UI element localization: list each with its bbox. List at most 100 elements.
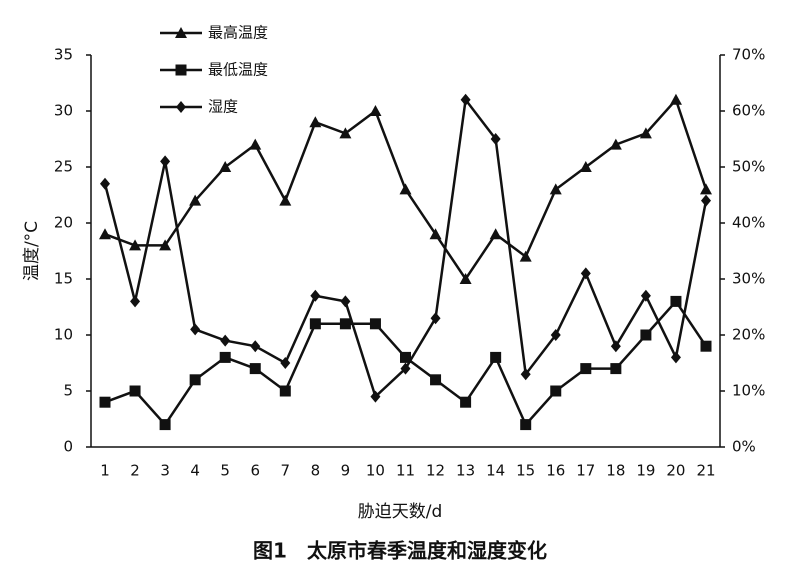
data-point: [610, 363, 622, 375]
x-tick-label: 17: [576, 462, 595, 480]
y-tick-label: 10: [54, 326, 73, 344]
data-point: [99, 396, 111, 408]
data-point: [700, 340, 712, 352]
data-point: [490, 351, 502, 363]
x-tick-label: 19: [636, 462, 655, 480]
data-point: [400, 351, 411, 363]
x-tick-label: 9: [341, 462, 351, 480]
data-point: [430, 374, 442, 386]
y-tick-label: 30: [54, 102, 73, 120]
y-tick-label: 15: [54, 270, 73, 288]
data-point: [609, 138, 622, 150]
y-tick-label: 35: [54, 46, 73, 64]
data-point: [369, 105, 382, 116]
y-tick-label: 25: [54, 158, 73, 176]
x-tick-label: 5: [220, 462, 230, 480]
data-point: [219, 161, 232, 172]
data-point: [100, 177, 110, 190]
legend-label: 湿度: [208, 98, 238, 116]
data-point: [189, 374, 201, 386]
data-point: [370, 390, 381, 403]
x-tick-label: 12: [426, 462, 445, 480]
legend-marker: [175, 27, 187, 38]
legend-label: 最低温度: [208, 61, 268, 79]
data-point: [99, 228, 111, 240]
data-point: [130, 295, 141, 308]
data-point: [129, 239, 142, 251]
x-tick-label: 1: [100, 462, 110, 480]
data-point: [339, 318, 351, 330]
data-point: [519, 250, 532, 262]
data-point: [670, 351, 681, 364]
chart-title: 图1 太原市春季温度和湿度变化: [253, 539, 547, 563]
x-tick-label: 6: [250, 462, 260, 480]
data-point: [339, 127, 352, 139]
data-point: [430, 312, 441, 325]
data-point: [549, 183, 562, 195]
legend-label: 最高温度: [208, 24, 268, 42]
data-point: [640, 289, 651, 302]
y2-tick-label: 30%: [732, 270, 765, 288]
data-point: [279, 194, 292, 206]
y2-tick-label: 0%: [732, 438, 756, 456]
x-tick-label: 3: [160, 462, 170, 480]
data-point: [279, 385, 291, 397]
data-point: [190, 323, 201, 336]
x-tick-label: 21: [696, 462, 715, 480]
data-point: [220, 334, 231, 347]
data-point: [309, 116, 322, 128]
x-tick-label: 15: [516, 462, 535, 480]
x-tick-label: 14: [486, 462, 505, 480]
data-point: [459, 273, 472, 284]
data-point: [490, 133, 501, 145]
x-tick-label: 10: [366, 462, 385, 480]
x-tick-label: 16: [546, 462, 565, 480]
x-tick-label: 18: [606, 462, 625, 480]
data-point: [249, 363, 261, 375]
y2-tick-label: 60%: [732, 102, 765, 120]
data-point: [249, 138, 262, 150]
data-point: [669, 93, 682, 105]
data-point: [670, 295, 682, 307]
data-point: [429, 228, 442, 240]
data-point: [400, 362, 411, 375]
x-tick-label: 11: [396, 462, 415, 480]
data-point: [310, 289, 321, 302]
data-point: [219, 351, 231, 363]
x-tick-label: 2: [130, 462, 140, 480]
y-tick-label: 0: [63, 438, 73, 456]
y-tick-label: 5: [63, 382, 73, 400]
data-point: [159, 239, 172, 251]
x-tick-label: 20: [666, 462, 685, 480]
data-point: [250, 340, 261, 353]
data-point: [460, 396, 472, 408]
data-point: [520, 419, 532, 431]
y2-tick-label: 50%: [732, 158, 765, 176]
legend-marker: [175, 64, 187, 76]
data-point: [309, 318, 321, 330]
data-point: [550, 329, 561, 341]
data-point: [399, 183, 412, 195]
data-point: [340, 295, 351, 308]
x-tick-label: 4: [190, 462, 200, 480]
x-tick-label: 8: [311, 462, 321, 480]
data-point: [700, 183, 712, 195]
y2-tick-label: 40%: [732, 214, 765, 232]
data-point: [610, 340, 621, 353]
data-point: [550, 385, 562, 397]
y2-tick-label: 70%: [732, 46, 765, 64]
data-point: [160, 155, 171, 168]
y-axis-title: 温度/°C: [22, 221, 42, 281]
data-point: [129, 385, 141, 397]
data-point: [640, 329, 652, 341]
data-point: [159, 419, 171, 431]
data-point: [460, 93, 471, 106]
data-point: [579, 161, 592, 172]
y-tick-label: 20: [54, 214, 73, 232]
x-axis-title: 胁迫天数/d: [358, 502, 443, 522]
data-point: [520, 368, 531, 381]
y2-tick-label: 20%: [732, 326, 765, 344]
legend-marker: [176, 101, 186, 113]
data-point: [489, 228, 502, 240]
